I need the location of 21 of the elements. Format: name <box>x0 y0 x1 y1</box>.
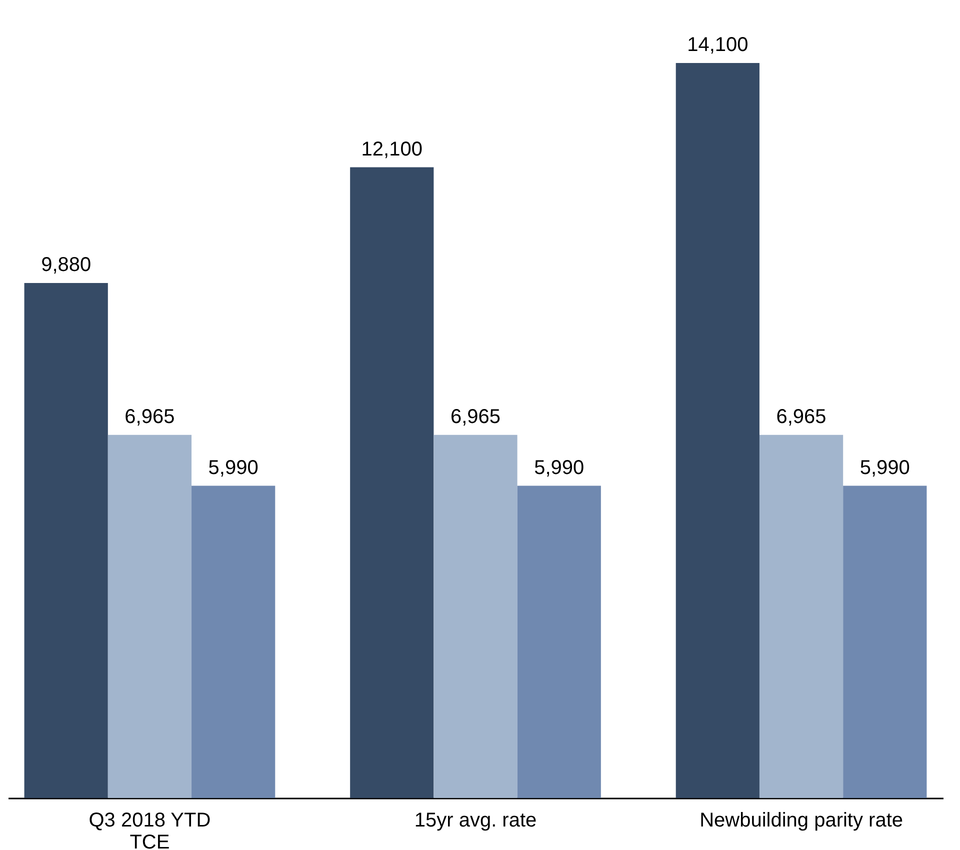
data-label: 6,965 <box>450 406 501 428</box>
x-tick-label: Q3 2018 YTD TCE <box>88 810 211 850</box>
bar <box>843 486 927 798</box>
data-label: 6,965 <box>124 406 175 428</box>
bar <box>24 282 108 798</box>
bar <box>350 167 434 798</box>
data-label: 5,990 <box>208 456 258 479</box>
data-label: 14,100 <box>687 34 748 56</box>
bar <box>517 486 601 798</box>
bar <box>108 434 192 798</box>
data-label: 12,100 <box>361 138 422 160</box>
x-tick-label: Newbuilding parity rate <box>700 810 904 832</box>
bar <box>192 486 276 798</box>
bar <box>759 434 844 798</box>
data-label: 9,880 <box>41 254 92 276</box>
x-tick-label: 15yr avg. rate <box>414 810 537 832</box>
bar <box>676 63 760 798</box>
bar <box>434 434 518 798</box>
data-label: 6,965 <box>776 406 826 428</box>
data-label: 5,990 <box>860 456 910 479</box>
data-label: 5,990 <box>534 456 584 479</box>
